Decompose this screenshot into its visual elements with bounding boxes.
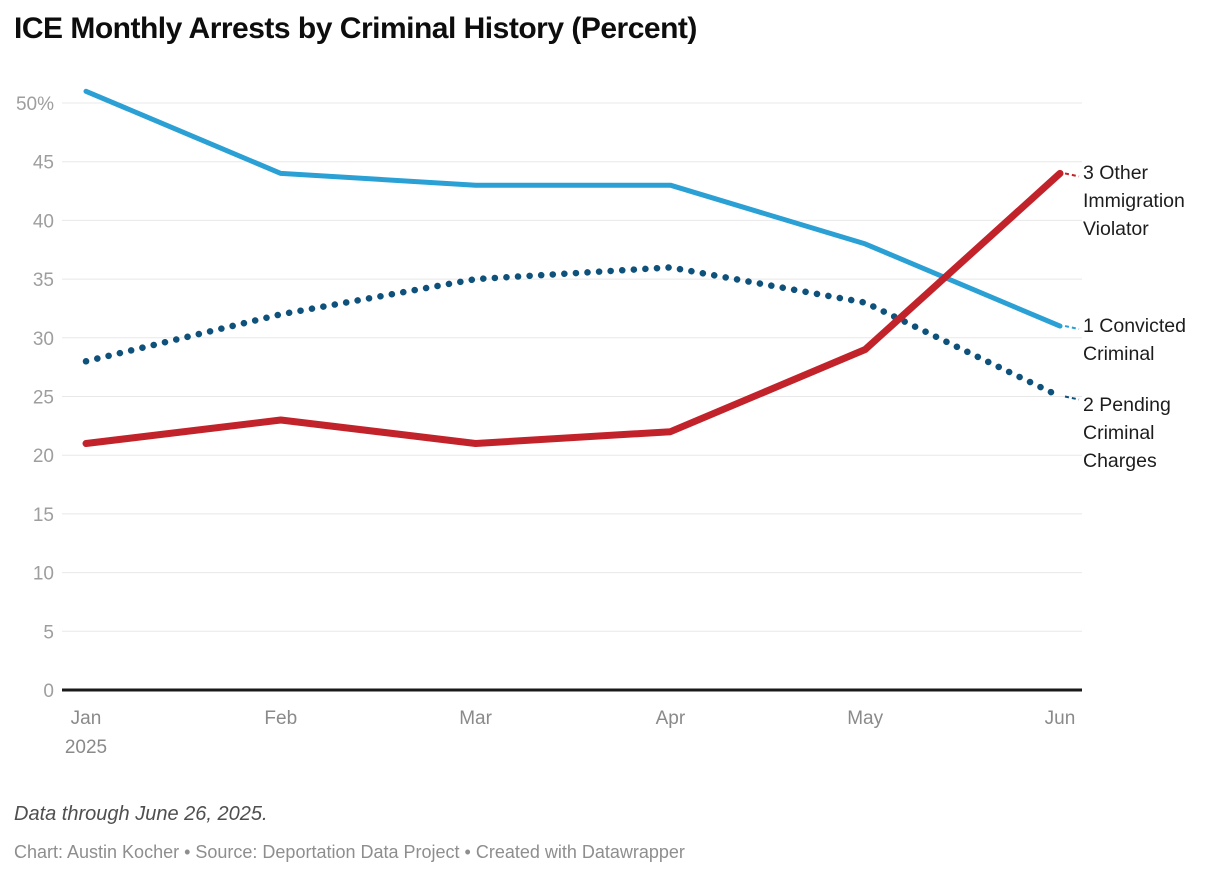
x-tick-label: Apr [656,708,686,729]
series-line-1[interactable] [83,88,1063,329]
y-tick-label: 25 [33,388,54,409]
series-label-convicted-criminal: 1 Convicted Criminal [1083,315,1186,366]
x-tick-year-label: 2025 [65,737,107,758]
y-tick-label: 35 [33,270,54,291]
y-tick-label: 20 [33,446,54,467]
series-line-3[interactable] [82,169,1064,447]
y-tick-label: 10 [33,564,54,585]
series-leader-line-2 [1064,395,1080,401]
series-line-2[interactable] [82,264,1064,400]
y-tick-label: 15 [33,505,54,526]
data-note: Data through June 26, 2025. [14,803,268,825]
x-tick-label: Jan [71,708,102,729]
chart-credits: Chart: Austin Kocher • Source: Deportati… [14,842,685,862]
series-leader-line-1 [1064,325,1080,331]
series-label-other-immigration-violator: 3 Other Immigration Violator [1083,162,1185,241]
y-tick-label: 5 [43,622,54,643]
y-tick-label: 0 [43,681,54,702]
y-tick-label: 30 [33,329,54,350]
x-tick-label: Feb [264,708,297,729]
y-tick-label: 50% [16,94,54,115]
series-label-pending-criminal-charges: 2 Pending Criminal Charges [1083,393,1171,472]
page-title: ICE Monthly Arrests by Criminal History … [14,12,697,45]
y-tick-label: 40 [33,211,54,232]
x-tick-label: Mar [459,708,492,729]
x-tick-label: May [847,708,883,729]
x-tick-label: Jun [1045,708,1076,729]
y-tick-label: 45 [33,153,54,174]
series-leader-line-3 [1064,172,1080,178]
